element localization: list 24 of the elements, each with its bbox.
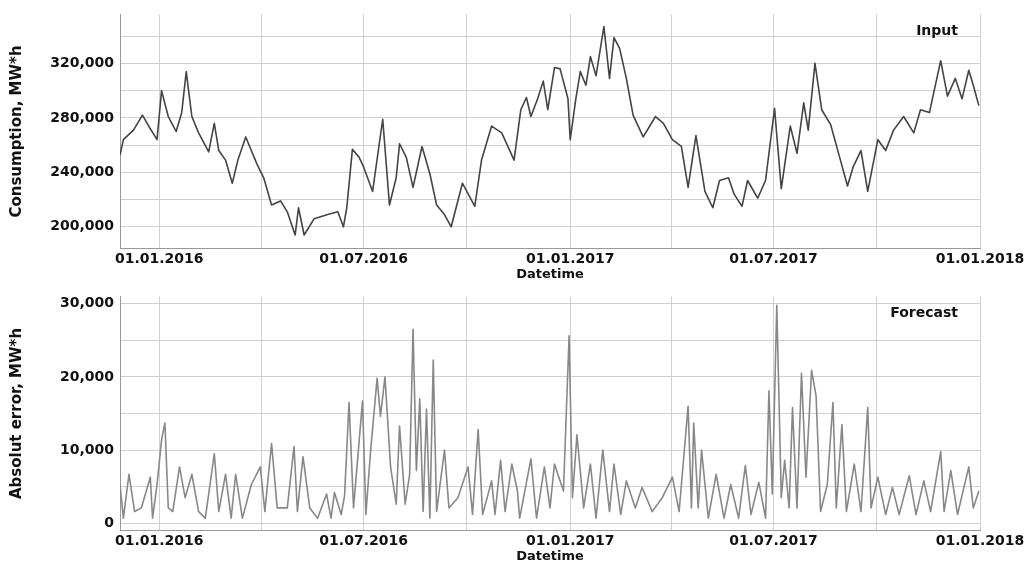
- x-tick-label: 01.07.2017: [729, 531, 818, 548]
- x-axis-title: Datetime: [516, 547, 584, 563]
- x-tick-label: 01.07.2017: [729, 249, 818, 266]
- y-tick-label: 200,000: [50, 217, 115, 234]
- y-tick-label: 20,000: [59, 367, 115, 384]
- x-tick-label: 01.07.2016: [319, 531, 408, 548]
- y-axis-title: Absolut error, MW*h: [6, 327, 25, 500]
- x-tick-label: 01.01.2016: [115, 531, 204, 548]
- annotation: Forecast: [890, 304, 959, 321]
- y-tick-label: 10,000: [59, 440, 115, 457]
- y-axis-title: Consumption, MW*h: [6, 45, 25, 218]
- x-tick-label: 01.01.2018: [935, 249, 1025, 266]
- y-tick-label: 240,000: [50, 162, 115, 179]
- annotation: Input: [916, 22, 959, 39]
- x-tick-label: 01.01.2017: [525, 531, 615, 548]
- y-tick-label: 0: [104, 513, 115, 530]
- x-tick-label: 01.01.2018: [935, 531, 1025, 548]
- x-tick-label: 01.01.2016: [115, 249, 204, 266]
- x-tick-label: 01.07.2016: [319, 249, 408, 266]
- y-tick-label: 280,000: [50, 108, 115, 125]
- y-tick-label: 30,000: [59, 294, 115, 311]
- x-tick-label: 01.01.2017: [525, 249, 615, 266]
- x-axis-title: Datetime: [516, 265, 584, 281]
- y-tick-label: 320,000: [50, 54, 115, 71]
